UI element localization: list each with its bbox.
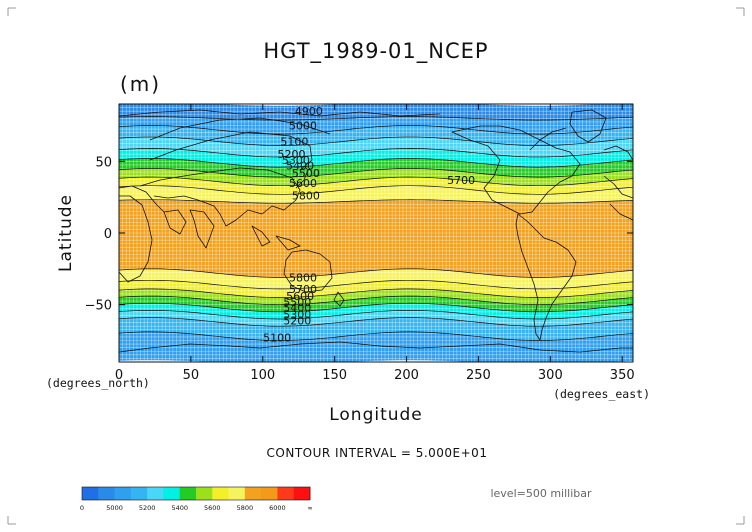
chart-title: HGT_1989-01_NCEP bbox=[263, 39, 488, 64]
colorbar-swatch bbox=[261, 487, 278, 500]
colorbar-swatch bbox=[293, 487, 311, 500]
contour-line bbox=[119, 158, 633, 168]
contour-line bbox=[119, 168, 633, 178]
contour-label: 5300 bbox=[283, 309, 311, 322]
contour-line bbox=[119, 331, 633, 341]
coastlines bbox=[119, 109, 633, 353]
contour-label: 5700 bbox=[289, 283, 317, 296]
x-tick-label: 50 bbox=[183, 368, 200, 383]
contour-label: 5700 bbox=[447, 174, 475, 187]
colorbar-swatch bbox=[114, 487, 132, 500]
contour-label: 5200 bbox=[283, 314, 311, 327]
contour-line bbox=[119, 136, 633, 146]
colorbar-label: 5600 bbox=[204, 504, 221, 512]
y-tick-label: 50 bbox=[95, 155, 112, 170]
contour-band bbox=[119, 317, 633, 341]
contour-band bbox=[119, 104, 633, 121]
colorbar-swatch bbox=[212, 487, 229, 500]
x-tick-label: 0 bbox=[115, 368, 123, 383]
level-text: level=500 millibar bbox=[490, 487, 592, 500]
contour-label: 5600 bbox=[289, 177, 317, 190]
contour-band bbox=[119, 125, 633, 146]
colorbar-swatch bbox=[179, 487, 197, 500]
colorbar-label: 5800 bbox=[237, 504, 254, 512]
contour-line bbox=[119, 310, 633, 320]
contour-line bbox=[119, 302, 633, 313]
contour-lines bbox=[119, 116, 633, 341]
colorbar-swatch bbox=[196, 487, 213, 500]
contour-label: 5600 bbox=[286, 290, 314, 303]
x-tick-label: 150 bbox=[322, 368, 347, 383]
colorbar-frame bbox=[81, 486, 311, 501]
contour-label: 5100 bbox=[280, 135, 308, 148]
contour-label: 5400 bbox=[286, 160, 314, 173]
y-unit-note: (degrees_north) bbox=[46, 376, 150, 390]
y-axis: 50 0 −50 bbox=[85, 155, 633, 314]
contour-label: 5500 bbox=[283, 296, 311, 309]
y-tick-label: 0 bbox=[104, 227, 112, 242]
contour-band bbox=[119, 268, 633, 289]
contour-label: 4900 bbox=[295, 105, 323, 118]
contour-band bbox=[119, 168, 633, 186]
contour-line bbox=[119, 288, 633, 298]
contour-line bbox=[119, 185, 633, 195]
colorbar-swatch bbox=[163, 487, 181, 500]
y-tick-label: −50 bbox=[85, 299, 112, 314]
colorbar-label: 5400 bbox=[171, 504, 188, 512]
colorbar-label: ∞ bbox=[307, 504, 312, 512]
colorbar-label: 0 bbox=[80, 504, 84, 512]
x-tick-label: 300 bbox=[538, 368, 563, 383]
colorbar-swatch bbox=[244, 487, 262, 500]
corner-marks bbox=[7, 7, 745, 525]
colorbar-label: 5200 bbox=[139, 504, 156, 512]
contour-band bbox=[119, 310, 633, 327]
colorbar-swatch bbox=[82, 487, 99, 500]
colorbar-swatch bbox=[130, 487, 148, 500]
contour-line bbox=[119, 295, 633, 306]
x-axis: 0 50 100 150 200 250 300 350 bbox=[115, 104, 635, 383]
contour-label: 5800 bbox=[292, 190, 320, 203]
contour-label: 5000 bbox=[289, 120, 317, 133]
contour-line bbox=[119, 176, 633, 187]
contour-line bbox=[119, 317, 633, 327]
x-tick-label: 200 bbox=[394, 368, 419, 383]
contour-band bbox=[119, 288, 633, 305]
contour-band bbox=[119, 185, 633, 204]
contour-label: 5300 bbox=[282, 154, 310, 167]
contour-line bbox=[119, 268, 633, 278]
contour-band bbox=[119, 280, 633, 298]
contour-label: 5100 bbox=[263, 332, 291, 345]
contour-band bbox=[119, 158, 633, 178]
x-axis-label: Longitude bbox=[329, 405, 423, 425]
x-unit-note: (degrees_east) bbox=[553, 387, 650, 401]
contour-line bbox=[119, 116, 633, 121]
contour-band bbox=[119, 303, 633, 319]
x-tick-label: 350 bbox=[610, 368, 635, 383]
colorbar-label: 6000 bbox=[269, 504, 286, 512]
contour-line bbox=[119, 199, 633, 204]
contour-line bbox=[119, 148, 633, 158]
colorbar-swatch bbox=[147, 487, 164, 500]
contour-label: 5800 bbox=[289, 271, 317, 284]
contour-interval-text: CONTOUR INTERVAL = 5.000E+01 bbox=[267, 446, 488, 460]
colorbar: 0 5000 5200 5400 5600 5800 6000 ∞ bbox=[80, 486, 313, 512]
contour-band bbox=[119, 296, 633, 312]
contour-label: 5200 bbox=[278, 148, 306, 161]
contour-line bbox=[119, 125, 633, 135]
colorbar-swatch bbox=[228, 487, 246, 500]
x-tick-label: 100 bbox=[250, 368, 275, 383]
contour-line bbox=[119, 279, 633, 290]
units-label: (m) bbox=[120, 72, 161, 96]
colorbar-label: 5000 bbox=[106, 504, 123, 512]
y-axis-label: Latitude bbox=[56, 194, 76, 272]
contour-label: 5500 bbox=[292, 167, 320, 180]
colorbar-swatch bbox=[277, 487, 295, 500]
contour-label: 5400 bbox=[283, 302, 311, 315]
x-tick-label: 250 bbox=[466, 368, 491, 383]
colorbar-swatch bbox=[98, 487, 115, 500]
